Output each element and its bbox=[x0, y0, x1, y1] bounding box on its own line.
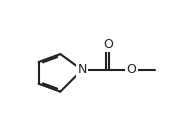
Text: O: O bbox=[127, 63, 136, 76]
Text: O: O bbox=[103, 38, 113, 51]
Text: N: N bbox=[77, 63, 87, 76]
